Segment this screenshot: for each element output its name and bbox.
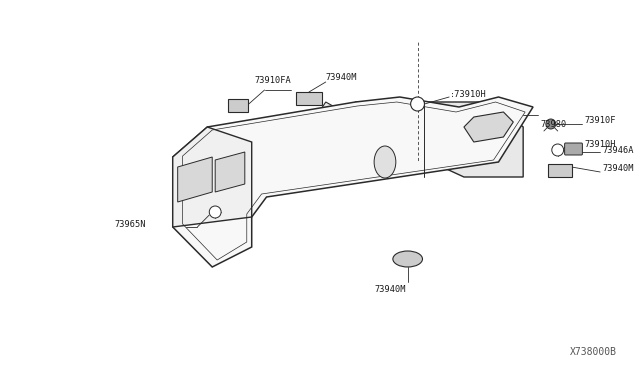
Polygon shape <box>464 112 513 142</box>
FancyBboxPatch shape <box>564 143 582 155</box>
Bar <box>228 99 248 112</box>
Text: 73946A: 73946A <box>602 145 634 154</box>
Bar <box>548 164 572 177</box>
Polygon shape <box>173 127 252 227</box>
Bar <box>296 92 322 105</box>
Polygon shape <box>355 102 523 177</box>
Polygon shape <box>282 132 351 187</box>
Text: 73965N: 73965N <box>115 219 146 228</box>
Polygon shape <box>215 152 245 192</box>
Polygon shape <box>355 102 390 127</box>
Circle shape <box>411 97 424 111</box>
Ellipse shape <box>393 251 422 267</box>
Circle shape <box>552 144 564 156</box>
Text: X738000B: X738000B <box>570 347 617 357</box>
Text: 73910FA: 73910FA <box>255 76 291 84</box>
Text: 73940M: 73940M <box>326 73 357 81</box>
Text: 73980: 73980 <box>541 119 567 128</box>
Circle shape <box>546 119 556 129</box>
Circle shape <box>209 206 221 218</box>
Text: 73910H: 73910H <box>584 140 616 148</box>
Polygon shape <box>306 102 370 157</box>
Ellipse shape <box>374 146 396 178</box>
Polygon shape <box>178 157 212 202</box>
Text: 73940M: 73940M <box>602 164 634 173</box>
Text: 73910F: 73910F <box>584 115 616 125</box>
Text: 73940M: 73940M <box>374 285 406 294</box>
Text: ։73910H: ։73910H <box>450 90 487 99</box>
Polygon shape <box>173 97 533 267</box>
